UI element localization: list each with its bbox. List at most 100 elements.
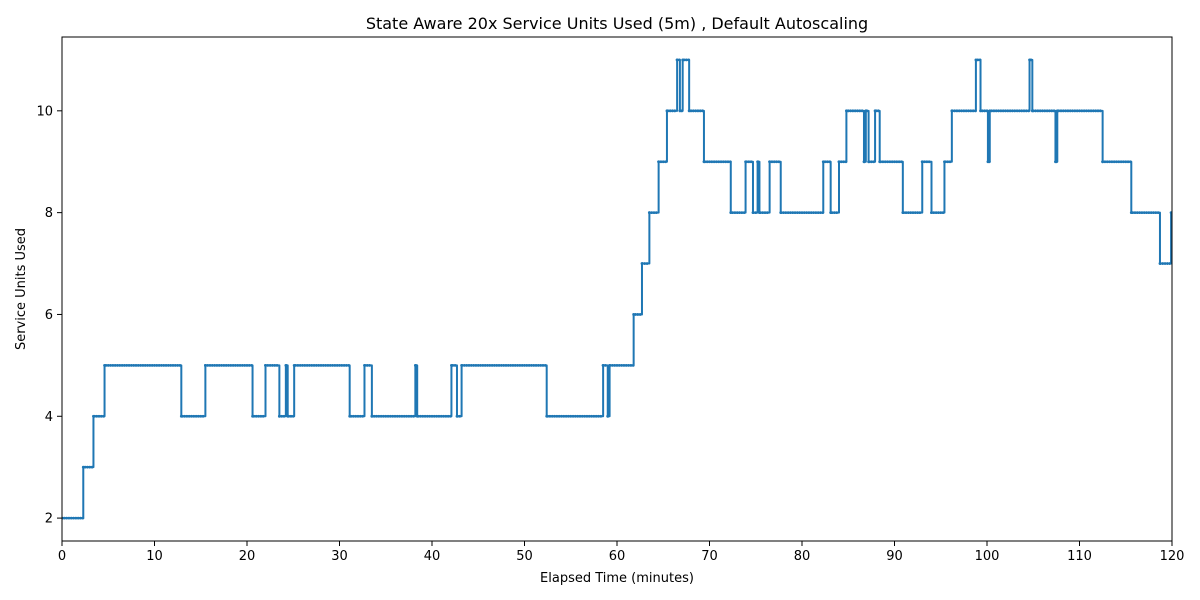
data-point bbox=[348, 414, 352, 418]
data-point bbox=[664, 160, 667, 164]
data-point bbox=[837, 160, 841, 164]
data-point bbox=[890, 160, 894, 164]
data-point bbox=[800, 211, 804, 215]
data-point bbox=[129, 363, 133, 367]
data-point bbox=[717, 160, 721, 164]
plot-area bbox=[62, 37, 1172, 541]
data-point bbox=[509, 363, 513, 367]
data-point bbox=[550, 414, 554, 418]
data-point bbox=[992, 109, 996, 113]
data-point bbox=[155, 363, 159, 367]
data-point bbox=[974, 109, 977, 113]
data-point bbox=[439, 414, 443, 418]
data-point bbox=[541, 363, 545, 367]
data-point bbox=[286, 414, 290, 418]
y-tick-label: 8 bbox=[45, 206, 53, 221]
data-point bbox=[370, 414, 374, 418]
data-point bbox=[490, 363, 494, 367]
data-point bbox=[821, 211, 825, 215]
data-point bbox=[504, 363, 508, 367]
data-point bbox=[1064, 109, 1068, 113]
data-point bbox=[829, 211, 833, 215]
data-point bbox=[1080, 109, 1084, 113]
x-tick-label: 40 bbox=[424, 549, 441, 564]
data-point bbox=[964, 109, 968, 113]
data-point bbox=[632, 313, 636, 316]
axes: 0 10 20 30 40 50 60 70 80 90 100 110 120 2 4 6 8 10 bbox=[36, 36, 1184, 564]
data-point bbox=[423, 414, 427, 418]
data-point bbox=[412, 414, 415, 418]
data-point bbox=[76, 516, 80, 520]
data-point bbox=[81, 465, 85, 469]
data-point bbox=[1082, 109, 1086, 113]
data-point bbox=[1055, 109, 1059, 113]
data-point bbox=[927, 160, 931, 164]
data-point bbox=[132, 363, 136, 367]
x-tick-label: 30 bbox=[331, 549, 348, 564]
x-tick-label: 70 bbox=[701, 549, 718, 564]
data-point bbox=[904, 211, 908, 215]
data-point bbox=[925, 160, 929, 164]
data-point bbox=[826, 160, 829, 164]
data-point bbox=[240, 363, 244, 367]
data-point bbox=[1085, 109, 1088, 113]
data-point bbox=[733, 211, 737, 215]
data-point bbox=[187, 414, 191, 418]
data-point bbox=[793, 211, 797, 215]
data-point bbox=[326, 363, 330, 367]
data-point bbox=[308, 363, 311, 367]
data-point bbox=[136, 363, 140, 367]
data-point bbox=[1119, 160, 1123, 164]
data-point bbox=[867, 160, 870, 164]
data-point bbox=[444, 414, 448, 418]
data-point bbox=[576, 414, 580, 418]
data-point bbox=[402, 414, 406, 418]
data-point bbox=[280, 414, 284, 418]
data-point bbox=[795, 211, 799, 215]
data-point bbox=[183, 414, 186, 418]
data-point bbox=[705, 160, 709, 164]
data-point bbox=[275, 363, 279, 367]
data-point bbox=[405, 414, 408, 418]
data-point bbox=[756, 160, 759, 164]
data-point bbox=[1013, 109, 1017, 113]
data-point bbox=[872, 160, 876, 164]
data-point bbox=[622, 363, 626, 367]
data-point bbox=[455, 414, 459, 418]
data-point bbox=[368, 363, 371, 367]
x-tick-label: 0 bbox=[58, 549, 66, 564]
data-point bbox=[1011, 109, 1014, 113]
data-point bbox=[303, 363, 307, 367]
data-point bbox=[779, 211, 783, 215]
data-point bbox=[143, 363, 147, 367]
data-point bbox=[819, 211, 822, 215]
data-point bbox=[835, 211, 839, 215]
data-point bbox=[918, 211, 922, 215]
data-point bbox=[967, 109, 970, 113]
data-point bbox=[116, 363, 119, 367]
data-point bbox=[220, 363, 223, 367]
data-point bbox=[236, 363, 240, 367]
data-point bbox=[814, 211, 818, 215]
x-tick-label: 60 bbox=[609, 549, 626, 564]
data-point bbox=[578, 414, 582, 418]
data-point bbox=[301, 363, 304, 367]
data-point bbox=[920, 160, 924, 164]
data-point bbox=[844, 160, 848, 164]
data-point bbox=[506, 363, 510, 367]
data-point bbox=[946, 160, 950, 164]
data-point bbox=[1147, 211, 1151, 215]
data-point bbox=[518, 363, 522, 367]
data-point bbox=[222, 363, 226, 367]
data-point bbox=[702, 160, 706, 164]
data-point bbox=[125, 363, 129, 367]
data-point bbox=[1154, 211, 1158, 215]
data-point bbox=[911, 211, 915, 215]
data-point bbox=[601, 363, 605, 367]
data-point bbox=[960, 109, 963, 113]
data-point bbox=[419, 414, 422, 418]
data-point bbox=[962, 109, 966, 113]
data-point bbox=[261, 414, 265, 418]
data-point bbox=[708, 160, 711, 164]
data-point bbox=[1075, 109, 1079, 113]
